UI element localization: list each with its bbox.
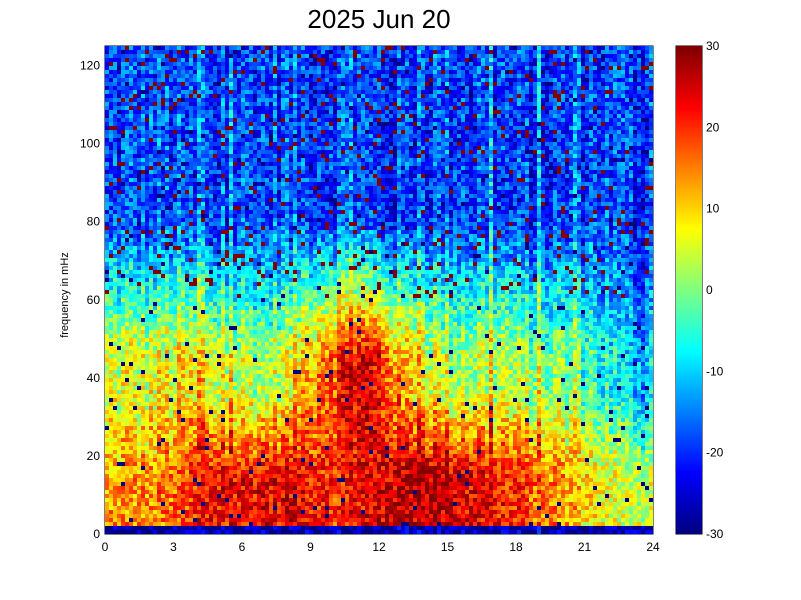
y-axis-label: frequency in mHz	[59, 252, 71, 338]
y-tick-label: 100	[80, 137, 100, 151]
x-tick-label: 0	[102, 540, 109, 554]
colorbar-tick-label: 20	[706, 120, 720, 134]
y-tick-label: 20	[87, 449, 101, 463]
colorbar-tick-label: -10	[706, 364, 724, 378]
y-tick-label: 120	[80, 59, 100, 73]
colorbar-tick-label: -20	[706, 446, 724, 460]
y-tick-label: 60	[87, 293, 101, 307]
spectrogram-heatmap	[105, 46, 653, 534]
x-tick-label: 12	[372, 540, 386, 554]
y-tick-label: 0	[93, 527, 100, 541]
x-tick-label: 15	[441, 540, 455, 554]
x-tick-label: 24	[646, 540, 660, 554]
x-tick-label: 6	[239, 540, 246, 554]
y-tick-label: 40	[87, 371, 101, 385]
colorbar-tick-label: 10	[706, 202, 720, 216]
colorbar-tick-label: -30	[706, 527, 724, 541]
x-tick-label: 3	[170, 540, 177, 554]
x-tick-label: 21	[578, 540, 592, 554]
colorbar-tick-label: 0	[706, 283, 713, 297]
x-tick-label: 18	[509, 540, 523, 554]
chart-title: 2025 Jun 20	[307, 4, 451, 34]
colorbar	[676, 46, 702, 534]
colorbar-tick-label: 30	[706, 39, 720, 53]
y-tick-label: 80	[87, 215, 101, 229]
x-tick-label: 9	[307, 540, 314, 554]
